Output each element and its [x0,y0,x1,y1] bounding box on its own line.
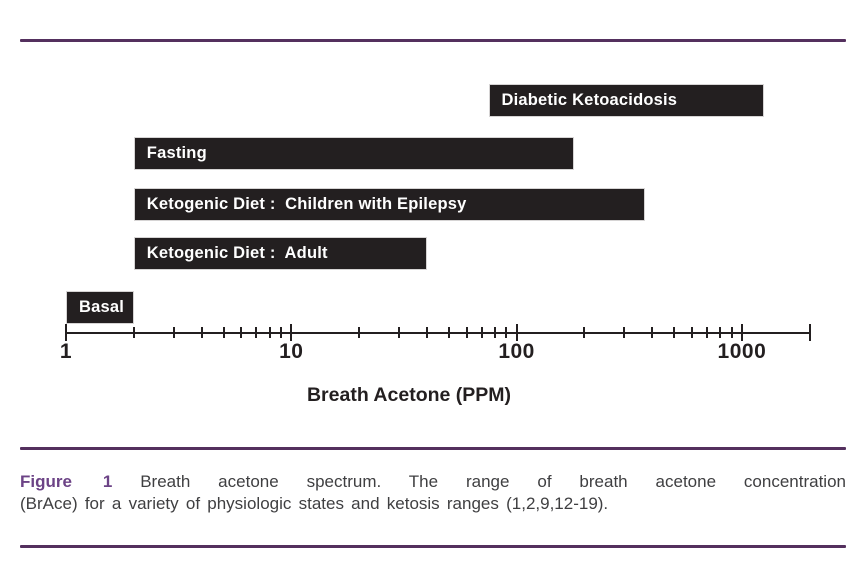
axis-minor-tick [268,327,271,338]
axis-minor-tick [200,327,203,338]
bar-label: Ketogenic Diet : Children with Epilepsy [146,195,467,213]
bar-label: Fasting [146,144,207,162]
bar-label: Ketogenic Diet : Adult [146,244,328,262]
x-axis-line [66,332,810,334]
caption-line-1: Figure 1 Breath acetone spectrum. The ra… [20,471,846,493]
axis-minor-tick [505,327,508,338]
axis-minor-tick [706,327,708,338]
axis-minor-tick [480,327,483,338]
top-rule [20,39,846,42]
range-bar-ketogenic-diet-adult: Ketogenic Diet : Adult [133,237,427,270]
axis-minor-tick [397,327,400,338]
axis-minor-tick [222,327,225,338]
axis-major-tick [65,324,67,341]
axis-major-tick [808,324,811,341]
bar-label: Basal [79,298,125,316]
range-bar-fasting: Fasting [133,137,575,170]
axis-minor-tick [493,327,496,338]
range-bar-diabetic-ketoacidosis: Diabetic Ketoacidosis [488,84,764,117]
axis-minor-tick [132,327,135,338]
axis-major-tick [290,324,293,341]
axis-minor-tick [447,327,450,338]
bar-label: Diabetic Ketoacidosis [501,91,678,109]
axis-minor-tick [690,327,693,338]
x-axis-title: Breath Acetone (PPM) [306,384,512,406]
caption-rule-bottom [20,545,846,548]
range-bar-basal: Basal [66,291,134,324]
axis-minor-tick [255,327,258,338]
axis-minor-tick [719,327,722,338]
axis-minor-tick [465,327,468,338]
axis-tick-label: 1000 [717,340,767,363]
axis-tick-label: 1 [59,340,73,363]
axis-tick-label: 10 [279,340,304,363]
axis-minor-tick [583,327,586,338]
caption-rule-top [20,447,846,450]
caption-line-2: (BrAce) for a variety of physiologic sta… [20,494,609,513]
axis-minor-tick [730,327,733,338]
axis-minor-tick [623,327,626,338]
axis-tick-label: 100 [498,340,535,363]
caption-text: Breath acetone spectrum. The range of br… [140,472,846,491]
axis-minor-tick [673,327,676,338]
axis-minor-tick [280,327,282,338]
axis-minor-tick [425,327,428,338]
figure-number-label: Figure 1 [20,472,113,491]
axis-minor-tick [651,327,654,338]
axis-major-tick [740,324,743,341]
axis-major-tick [515,324,518,341]
axis-minor-tick [240,327,243,338]
axis-minor-tick [358,327,361,338]
breath-acetone-chart: Breath Acetone (PPM) Diabetic Ketoacidos… [59,84,811,406]
axis-minor-tick [172,327,175,338]
figure-caption: Figure 1 Breath acetone spectrum. The ra… [20,471,846,515]
range-bar-ketogenic-diet-children-with-epilepsy: Ketogenic Diet : Children with Epilepsy [133,188,645,221]
